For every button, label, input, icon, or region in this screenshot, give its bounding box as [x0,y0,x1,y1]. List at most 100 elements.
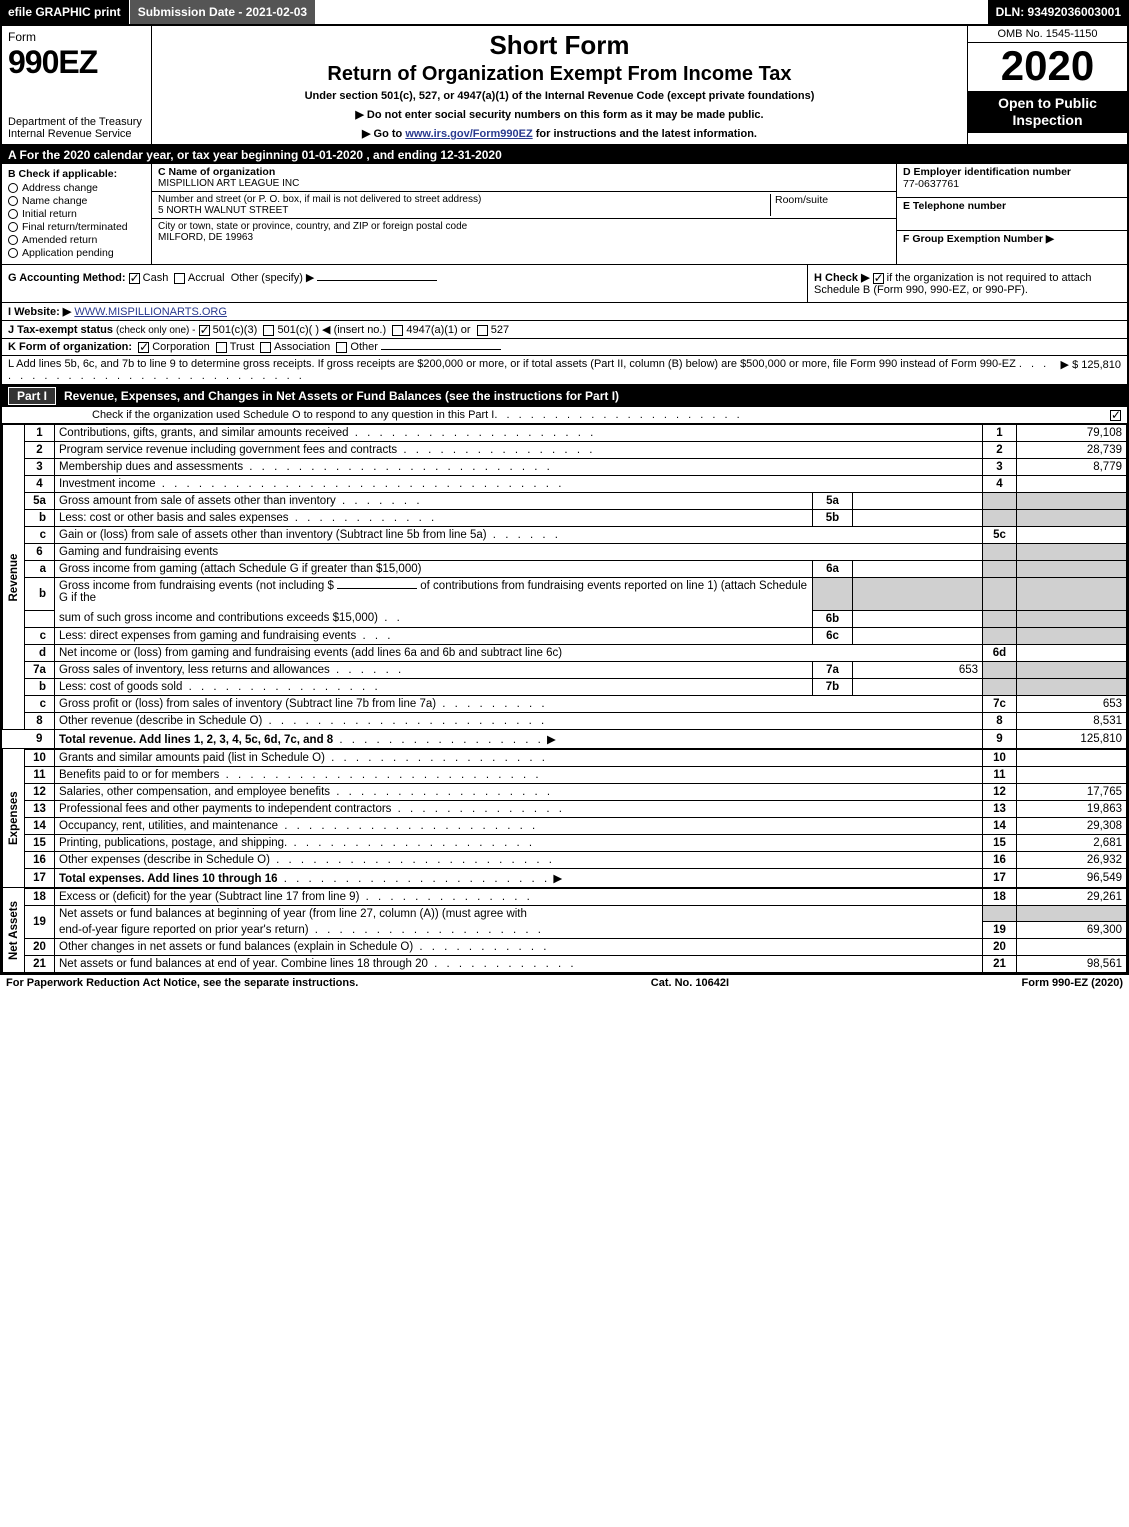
desc-6a: Gross income from gaming (attach Schedul… [55,561,813,578]
section-k: K Form of organization: Corporation Trus… [2,339,1127,356]
desc-6b3: sum of such gross income and contributio… [55,610,813,627]
k-opt-2: Association [274,341,330,353]
footer-right: Form 990-EZ (2020) [1022,977,1123,989]
desc-21: Net assets or fund balances at end of ye… [55,956,983,973]
part-1-note-dots: . . . . . . . . . . . . . . . . . . . . … [494,409,742,421]
cn-6a [983,561,1017,578]
section-f: F Group Exemption Number ▶ [897,231,1127,264]
section-c: C Name of organization MISPILLION ART LE… [152,164,897,264]
row-4: 4 Investment income . . . . . . . . . . … [3,476,1127,493]
row-19a: 19 Net assets or fund balances at beginn… [3,905,1127,922]
cn-6d: 6d [983,644,1017,661]
cn-16: 16 [983,851,1017,868]
ln-10: 10 [25,749,55,767]
ln-11: 11 [25,766,55,783]
row-21: 21 Net assets or fund balances at end of… [3,956,1127,973]
sv-6c [853,627,983,644]
footer-left: For Paperwork Reduction Act Notice, see … [6,977,358,989]
ln-20: 20 [25,939,55,956]
chk-amended-return[interactable]: Amended return [8,234,145,246]
side-label-netassets: Net Assets [3,888,25,973]
cn-18: 18 [983,888,1017,906]
section-b-header: B Check if applicable: [8,168,145,180]
cn-21: 21 [983,956,1017,973]
chk-other-org[interactable] [336,342,347,353]
desc-4: Investment income . . . . . . . . . . . … [55,476,983,493]
chk-accrual[interactable] [174,273,185,284]
ln-3: 3 [25,459,55,476]
chk-name-change[interactable]: Name change [8,195,145,207]
row-9: 9 Total revenue. Add lines 1, 2, 3, 4, 5… [3,729,1127,749]
k-opt-1: Trust [230,341,255,353]
cv-7c: 653 [1017,695,1127,712]
desc-19a: Net assets or fund balances at beginning… [55,905,983,922]
cv-10 [1017,749,1127,767]
row-6b1: b Gross income from fundraising events (… [3,578,1127,607]
chk-schedule-o[interactable] [1110,410,1121,421]
cn-6b [983,578,1017,611]
cv-12: 17,765 [1017,783,1127,800]
dln-label: DLN: 93492036003001 [988,0,1129,24]
sn-6c: 6c [813,627,853,644]
cv-17: 96,549 [1017,868,1127,888]
open-public-badge: Open to Public Inspection [968,91,1127,133]
chk-address-change[interactable]: Address change [8,182,145,194]
cv-5b [1017,510,1127,527]
row-18: Net Assets 18 Excess or (deficit) for th… [3,888,1127,906]
part-1-title: Revenue, Expenses, and Changes in Net As… [64,389,619,403]
chk-trust[interactable] [216,342,227,353]
org-city-row: City or town, state or province, country… [152,219,896,245]
k-other-input[interactable] [381,349,501,350]
desc-1: Contributions, gifts, grants, and simila… [55,425,983,442]
row-6b3: sum of such gross income and contributio… [3,610,1127,627]
chk-name-change-label: Name change [22,195,87,207]
org-city-label: City or town, state or province, country… [158,221,890,232]
ln-15: 15 [25,834,55,851]
sv-5b [853,510,983,527]
g-other-input[interactable] [317,280,437,281]
chk-corporation[interactable] [138,342,149,353]
irs-link[interactable]: www.irs.gov/Form990EZ [405,128,532,140]
chk-application-pending[interactable]: Application pending [8,247,145,259]
chk-association[interactable] [260,342,271,353]
efile-print-button[interactable]: efile GRAPHIC print [0,0,130,24]
ln-6b: b [25,578,55,611]
cn-20: 20 [983,939,1017,956]
chk-initial-return[interactable]: Initial return [8,208,145,220]
ln-2: 2 [25,442,55,459]
desc-18: Excess or (deficit) for the year (Subtra… [55,888,983,906]
cn-5c: 5c [983,527,1017,544]
chk-501c3[interactable] [199,325,210,336]
ln-6c: c [25,627,55,644]
desc-5c: Gain or (loss) from sale of assets other… [55,527,983,544]
header-right: OMB No. 1545-1150 2020 Open to Public In… [967,26,1127,144]
sn-6b-shade [813,578,853,611]
chk-h[interactable] [873,273,884,284]
website-link[interactable]: WWW.MISPILLIONARTS.ORG [74,306,227,318]
chk-501c[interactable] [263,325,274,336]
row-16: 16 Other expenses (describe in Schedule … [3,851,1127,868]
submission-date-label: Submission Date - 2021-02-03 [130,0,316,24]
chk-527[interactable] [477,325,488,336]
cv-6b [1017,578,1127,611]
chk-final-return[interactable]: Final return/terminated [8,221,145,233]
desc-3: Membership dues and assessments . . . . … [55,459,983,476]
chk-cash[interactable] [129,273,140,284]
sn-6a: 6a [813,561,853,578]
desc-10: Grants and similar amounts paid (list in… [55,749,983,767]
row-8: 8 Other revenue (describe in Schedule O)… [3,712,1127,729]
org-name-row: C Name of organization MISPILLION ART LE… [152,164,896,192]
form-container: Form 990EZ Department of the Treasury In… [0,24,1129,975]
desc-6c: Less: direct expenses from gaming and fu… [55,627,813,644]
desc-20: Other changes in net assets or fund bala… [55,939,983,956]
k-label: K Form of organization: [8,341,132,353]
part-1-header: Part I Revenue, Expenses, and Changes in… [2,385,1127,407]
top-bar: efile GRAPHIC print Submission Date - 20… [0,0,1129,24]
sv-7b [853,678,983,695]
ln-6: 6 [25,544,55,561]
row-6d: d Net income or (loss) from gaming and f… [3,644,1127,661]
chk-4947[interactable] [392,325,403,336]
topbar-left: efile GRAPHIC print Submission Date - 20… [0,0,316,24]
ln-17: 17 [25,868,55,888]
cn-4: 4 [983,476,1017,493]
